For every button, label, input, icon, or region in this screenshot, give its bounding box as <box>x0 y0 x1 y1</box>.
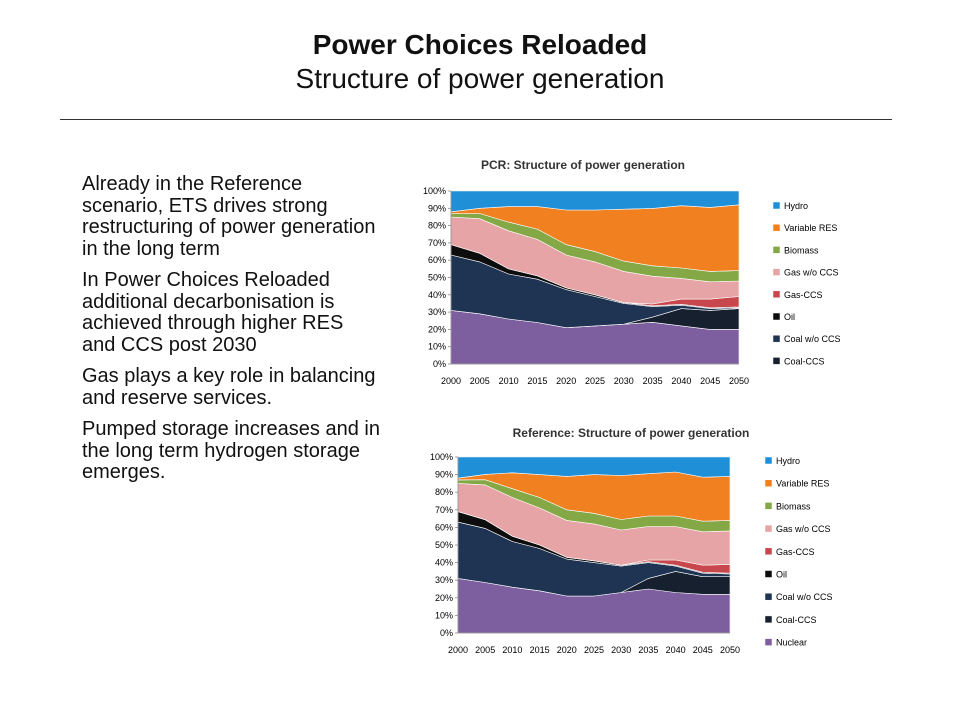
x-tick-label: 2030 <box>614 376 634 386</box>
x-tick-label: 2035 <box>638 645 658 655</box>
legend-swatch <box>772 357 781 365</box>
legend-swatch <box>764 479 773 487</box>
y-tick-label: 100% <box>430 452 453 462</box>
x-tick-label: 2025 <box>585 376 605 386</box>
x-tick-label: 2040 <box>666 645 686 655</box>
legend-swatch <box>764 502 773 510</box>
area-series <box>450 190 740 213</box>
y-tick-label: 90% <box>428 203 446 213</box>
legend-label: Gas w/o CCS <box>784 268 839 278</box>
legend-swatch <box>772 334 781 343</box>
legend-swatch <box>764 456 773 465</box>
y-tick-label: 80% <box>435 487 453 497</box>
y-tick-label: 40% <box>435 558 453 568</box>
x-tick-label: 2050 <box>729 376 749 386</box>
y-tick-label: 80% <box>428 221 446 231</box>
x-tick-label: 2005 <box>470 376 490 386</box>
y-tick-label: 10% <box>428 342 446 352</box>
y-tick-label: 60% <box>428 255 446 265</box>
x-tick-label: 2035 <box>643 376 663 386</box>
legend-label: Coal w/o CCS <box>776 592 833 602</box>
x-tick-label: 2045 <box>693 645 713 655</box>
legend-swatch <box>764 547 773 556</box>
y-tick-label: 60% <box>435 522 453 532</box>
area-series <box>457 456 731 479</box>
bullet-item: Gas plays a key role in balancing and re… <box>82 365 376 409</box>
legend-swatch <box>772 312 781 321</box>
x-tick-label: 2010 <box>499 376 519 386</box>
page-title: Power Choices Reloaded <box>312 29 648 60</box>
legend-swatch <box>772 268 781 276</box>
legend-label: Oil <box>776 570 787 580</box>
x-tick-label: 2020 <box>556 376 576 386</box>
legend-label: Coal-CCS <box>776 615 817 625</box>
x-tick-label: 2040 <box>671 376 691 386</box>
y-tick-label: 20% <box>435 593 453 603</box>
x-tick-label: 2000 <box>441 376 461 386</box>
legend-label: Oil <box>784 312 795 322</box>
y-tick-label: 70% <box>428 238 446 248</box>
legend-swatch <box>772 290 781 299</box>
x-tick-label: 2045 <box>700 376 720 386</box>
chart-title: Reference: Structure of power generation <box>513 426 750 440</box>
y-tick-label: 40% <box>428 290 446 300</box>
legend-swatch <box>764 615 773 624</box>
y-tick-label: 0% <box>440 628 453 638</box>
x-tick-label: 2000 <box>448 645 468 655</box>
legend-label: Variable RES <box>776 479 829 489</box>
legend-swatch <box>772 246 781 254</box>
x-tick-label: 2050 <box>720 645 740 655</box>
x-tick-label: 2030 <box>611 645 631 655</box>
legend-label: Biomass <box>784 245 819 255</box>
y-tick-label: 20% <box>428 324 446 334</box>
chart-1: PCR: Structure of power generation 0% 10% 2… <box>423 158 841 386</box>
title-divider <box>60 119 892 120</box>
y-tick-label: 70% <box>435 505 453 515</box>
bullet-item: Already in the Reference scenario, ETS d… <box>82 173 376 260</box>
legend-swatch <box>764 524 773 533</box>
legend-swatch <box>764 638 773 646</box>
legend-label: Variable RES <box>784 223 837 233</box>
y-tick-label: 50% <box>435 540 453 550</box>
y-tick-label: 50% <box>428 273 446 283</box>
y-tick-label: 0% <box>433 359 446 369</box>
slide-title: Power Choices Reloaded Structure of powe… <box>0 28 960 96</box>
legend-label: Coal w/o CCS <box>784 334 841 344</box>
y-tick-label: 90% <box>435 470 453 480</box>
page-subtitle: Structure of power generation <box>295 63 665 94</box>
x-tick-label: 2015 <box>530 645 550 655</box>
x-tick-label: 2020 <box>557 645 577 655</box>
bullet-list: Already in the Reference scenario, ETS d… <box>82 173 382 494</box>
legend-label: Gas-CCS <box>776 547 815 557</box>
x-tick-label: 2010 <box>502 645 522 655</box>
x-tick-label: 2025 <box>584 645 604 655</box>
legend-swatch <box>764 592 773 601</box>
legend-label: Coal-CCS <box>784 356 825 366</box>
y-tick-label: 30% <box>428 307 446 317</box>
legend-swatch <box>772 201 781 210</box>
legend-label: Hydro <box>776 456 800 466</box>
legend-label: Nuclear <box>776 638 807 648</box>
bullet-item: In Power Choices Reloaded additional dec… <box>82 269 344 356</box>
chart-title: PCR: Structure of power generation <box>481 158 685 172</box>
legend-label: Gas-CCS <box>784 290 823 300</box>
legend-label: Biomass <box>776 501 811 511</box>
x-tick-label: 2015 <box>527 376 547 386</box>
y-tick-label: 100% <box>423 186 446 196</box>
legend-swatch <box>764 570 773 578</box>
y-tick-label: 10% <box>435 610 453 620</box>
x-tick-label: 2005 <box>475 645 495 655</box>
chart-2: Reference: Structure of power generation… <box>430 426 833 655</box>
bullet-item: Pumped storage increases and in the long… <box>82 418 380 483</box>
legend-swatch <box>772 223 781 232</box>
legend-label: Hydro <box>784 201 808 211</box>
y-tick-label: 30% <box>435 575 453 585</box>
legend-label: Gas w/o CCS <box>776 524 831 534</box>
